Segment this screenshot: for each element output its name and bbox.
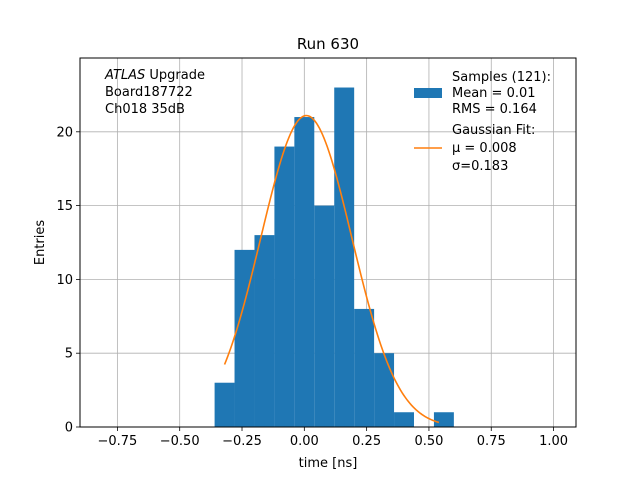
y-axis-label: Entries bbox=[33, 220, 48, 266]
x-tick-label-0: −0.75 bbox=[97, 434, 137, 449]
legend-samples-line-2: Mean = 0.01 bbox=[452, 86, 536, 101]
legend-fit-line-3: σ=0.183 bbox=[452, 159, 508, 174]
x-tick-label-5: 0.50 bbox=[414, 434, 443, 449]
x-tick-label-6: 0.75 bbox=[477, 434, 506, 449]
x-tick-label-1: −0.50 bbox=[160, 434, 200, 449]
grid-lines bbox=[80, 58, 576, 428]
x-tick-label-7: 1.00 bbox=[539, 434, 568, 449]
x-tick-label-4: 0.25 bbox=[352, 434, 381, 449]
chart-title: Run 630 bbox=[297, 35, 359, 53]
histogram-bar-1 bbox=[234, 249, 255, 427]
histogram-bars bbox=[214, 87, 454, 428]
histogram-bar-11 bbox=[433, 412, 454, 427]
x-tick-label-3: 0.00 bbox=[290, 434, 319, 449]
annotation-rest: Upgrade bbox=[145, 68, 205, 83]
histogram-bar-8 bbox=[374, 353, 395, 427]
x-tick-label-2: −0.25 bbox=[222, 434, 262, 449]
legend-fit-line-2: μ = 0.008 bbox=[452, 141, 517, 156]
atlas-annotation: ATLAS Upgrade Board187722 Ch018 35dB bbox=[104, 68, 205, 117]
plot-frame bbox=[79, 57, 577, 428]
annotation-line-2: Board187722 bbox=[105, 85, 193, 100]
x-axis-label: time [ns] bbox=[299, 456, 358, 471]
y-tick-label-0: 0 bbox=[65, 421, 73, 436]
legend-samples-line-1: Samples (121): bbox=[452, 70, 551, 85]
histogram-bar-4 bbox=[294, 117, 315, 427]
gaussian-fit-curve bbox=[223, 114, 440, 424]
y-tick-label-4: 20 bbox=[56, 125, 73, 140]
y-axis-ticks: 0 5 10 15 20 bbox=[56, 125, 80, 436]
histogram-bar-5 bbox=[314, 205, 335, 427]
histogram-bar-9 bbox=[394, 412, 414, 427]
y-tick-label-2: 10 bbox=[56, 273, 73, 288]
legend-samples-line-3: RMS = 0.164 bbox=[452, 102, 537, 117]
legend-samples-swatch bbox=[414, 88, 442, 98]
histogram-bar-0 bbox=[214, 382, 235, 427]
annotation-line-1: ATLAS Upgrade bbox=[104, 68, 205, 83]
histogram-bar-2 bbox=[254, 235, 275, 427]
annotation-italic: ATLAS bbox=[104, 68, 145, 83]
histogram-bar-3 bbox=[274, 146, 295, 427]
x-axis-ticks: −0.75 −0.50 −0.25 0.00 0.25 0.50 0.75 1.00 bbox=[97, 427, 568, 449]
histogram-bar-6 bbox=[334, 87, 355, 428]
legend-fit-line-1: Gaussian Fit: bbox=[452, 123, 535, 138]
annotation-line-3: Ch018 35dB bbox=[105, 102, 185, 117]
histogram-bar-7 bbox=[354, 308, 375, 427]
y-tick-label-3: 15 bbox=[56, 199, 73, 214]
legend: Samples (121): Mean = 0.01 RMS = 0.164 G… bbox=[414, 70, 551, 174]
y-tick-label-1: 5 bbox=[65, 347, 73, 362]
